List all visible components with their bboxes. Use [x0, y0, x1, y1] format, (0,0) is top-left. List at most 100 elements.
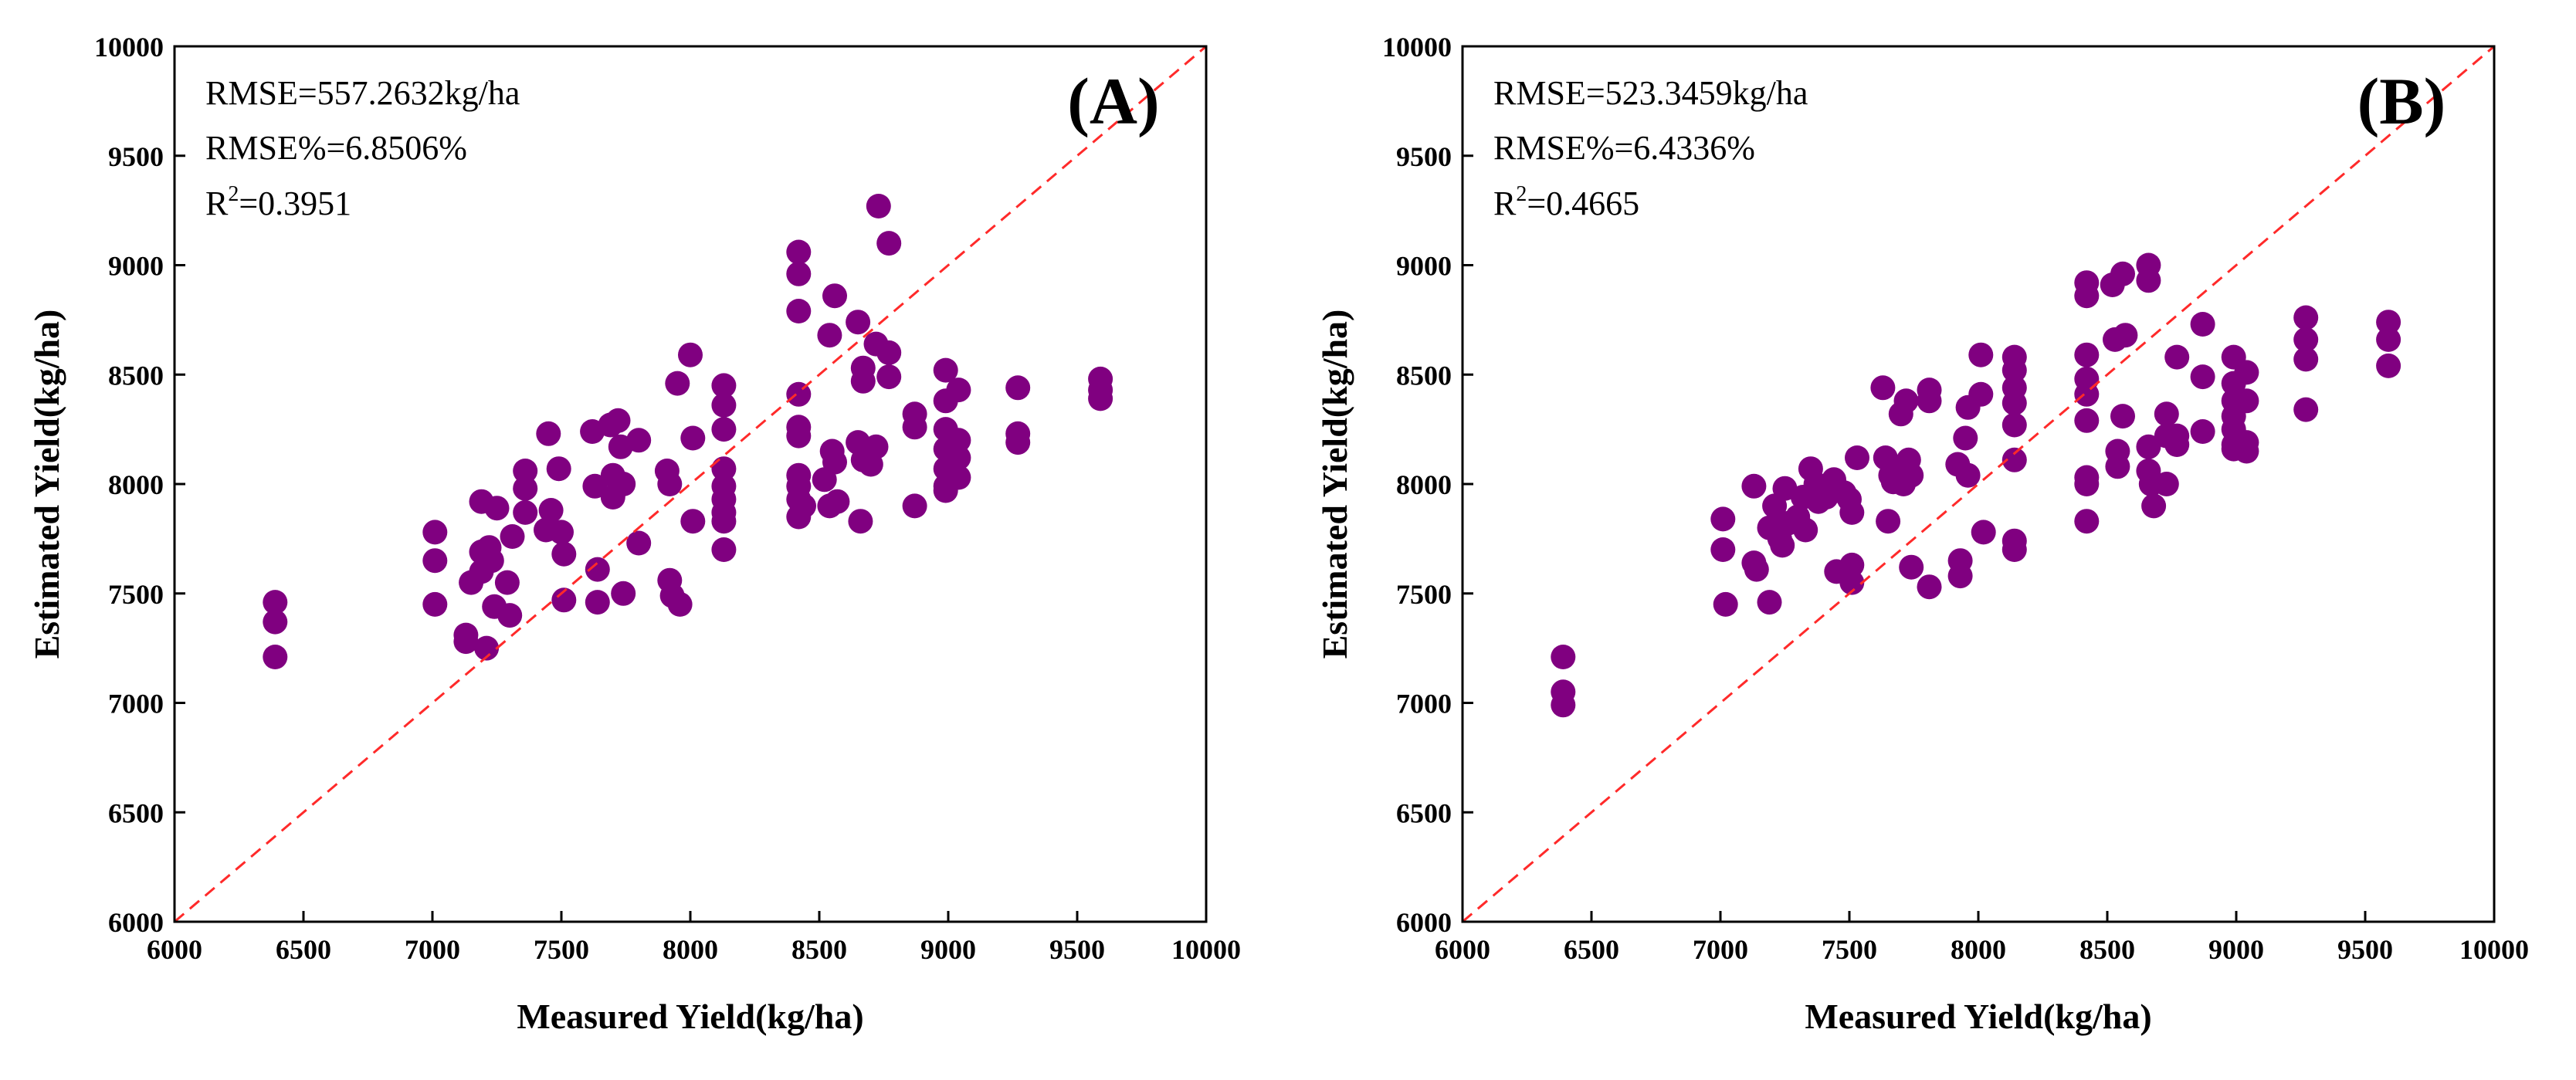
- data-point: [1955, 462, 1981, 488]
- data-point: [946, 377, 971, 403]
- data-point: [822, 283, 847, 309]
- x-tick-label: 6000: [1435, 934, 1490, 965]
- axis-ticks-a: 6000 6500 7000 7500 8000 8500 9000 9500 10000 600…: [94, 32, 1241, 965]
- y-tick-label: 8000: [1396, 469, 1452, 500]
- y-axis-title-a: Estimated Yield(kg/ha): [27, 310, 66, 659]
- data-point: [1741, 473, 1767, 499]
- chart-panel-a: 6000 6500 7000 7500 8000 8500 9000 9500 10000 600…: [27, 32, 1241, 1036]
- data-point: [494, 570, 520, 595]
- x-tick-label: 10000: [2459, 934, 2529, 965]
- x-tick-label: 9500: [1049, 934, 1105, 965]
- x-tick-label: 7000: [405, 934, 460, 965]
- data-point: [1770, 533, 1795, 558]
- data-point: [605, 408, 631, 433]
- data-point: [536, 421, 561, 446]
- y-tick-label: 8500: [1396, 360, 1452, 391]
- data-point: [1757, 590, 1782, 615]
- y-tick-label: 7000: [108, 689, 164, 719]
- data-point: [822, 449, 847, 475]
- rmse-text-a: RMSE=557.2632kg/ha: [205, 74, 520, 112]
- data-point: [2001, 537, 2027, 562]
- data-point: [817, 323, 842, 348]
- x-axis-title-a: Measured Yield(kg/ha): [517, 997, 863, 1036]
- data-point: [1968, 342, 1994, 367]
- data-point: [479, 548, 504, 574]
- x-tick-label: 9000: [2208, 934, 2264, 965]
- y-tick-label: 6000: [1396, 907, 1452, 938]
- data-point: [876, 364, 902, 390]
- data-point: [1005, 375, 1031, 401]
- data-point: [846, 310, 871, 335]
- data-point: [484, 496, 510, 521]
- data-point: [2234, 388, 2259, 414]
- data-point: [585, 590, 610, 615]
- data-point: [611, 581, 636, 606]
- data-point: [2293, 327, 2319, 352]
- data-point: [902, 415, 927, 440]
- data-point: [946, 465, 971, 490]
- data-point: [1839, 552, 1865, 577]
- y-tick-label: 9000: [108, 251, 164, 282]
- rmse-text-b: RMSE=523.3459kg/ha: [1493, 74, 1808, 112]
- r-squared-text-b: R2=0.4665: [1493, 182, 1639, 222]
- y-tick-label: 9000: [1396, 251, 1452, 282]
- data-point: [876, 340, 902, 365]
- data-point: [1713, 591, 1738, 617]
- data-point: [2293, 305, 2319, 330]
- data-point: [2136, 434, 2161, 459]
- rmse-percent-text-a: RMSE%=6.8506%: [205, 129, 467, 167]
- data-point: [546, 456, 571, 482]
- data-point: [876, 231, 902, 256]
- data-point: [582, 473, 608, 499]
- data-point: [453, 629, 479, 655]
- data-point: [1947, 564, 1973, 589]
- data-point: [2001, 447, 2027, 472]
- x-tick-label: 7500: [534, 934, 589, 965]
- r-squared-text-a: R2=0.3951: [205, 182, 351, 222]
- data-point: [1710, 537, 1736, 562]
- y-tick-label: 8500: [108, 360, 164, 391]
- panel-label-b: (B): [2357, 64, 2446, 138]
- y-tick-label: 6000: [108, 907, 164, 938]
- data-point: [665, 371, 690, 396]
- x-tick-label: 10000: [1171, 934, 1241, 965]
- x-tick-label: 7500: [1822, 934, 1877, 965]
- data-point: [2113, 323, 2138, 348]
- data-point: [848, 509, 873, 534]
- data-point: [657, 472, 683, 496]
- data-point: [850, 368, 876, 394]
- data-point: [2154, 401, 2179, 427]
- data-point: [2190, 419, 2215, 444]
- data-point: [2074, 408, 2100, 433]
- data-point: [786, 423, 812, 449]
- data-point: [1917, 388, 1942, 414]
- data-point: [1876, 509, 1901, 534]
- data-point: [611, 472, 636, 496]
- data-point: [2136, 268, 2161, 293]
- data-point: [1971, 520, 1996, 545]
- data-point: [513, 476, 538, 501]
- scatter-chart-b: 6000 6500 7000 7500 8000 8500 9000 9500 10000 600…: [1315, 32, 2529, 1036]
- y-axis-title-b: Estimated Yield(kg/ha): [1315, 310, 1354, 659]
- data-point: [2154, 472, 2179, 496]
- data-point: [2001, 391, 2027, 416]
- chart-panel-b: 6000 6500 7000 7500 8000 8500 9000 9500 10000 600…: [1288, 0, 2576, 1080]
- data-point: [711, 509, 737, 534]
- data-point: [626, 428, 652, 453]
- y-tick-label: 6500: [1396, 797, 1452, 828]
- data-point: [680, 509, 706, 534]
- data-point: [2190, 312, 2215, 337]
- data-point: [1845, 445, 1869, 470]
- data-point: [422, 520, 448, 545]
- y-tick-label: 10000: [1382, 32, 1452, 63]
- data-point: [1551, 692, 1576, 718]
- data-point: [1899, 462, 1924, 488]
- data-point: [2074, 283, 2100, 309]
- y-tick-label: 8000: [108, 469, 164, 500]
- data-point: [946, 445, 971, 470]
- x-tick-label: 9000: [920, 934, 976, 965]
- data-point: [2001, 357, 2027, 383]
- y-tick-label: 9500: [1396, 141, 1452, 172]
- scatter-chart-a: 6000 6500 7000 7500 8000 8500 9000 9500 10000 600…: [27, 32, 1241, 1036]
- data-point: [866, 194, 891, 218]
